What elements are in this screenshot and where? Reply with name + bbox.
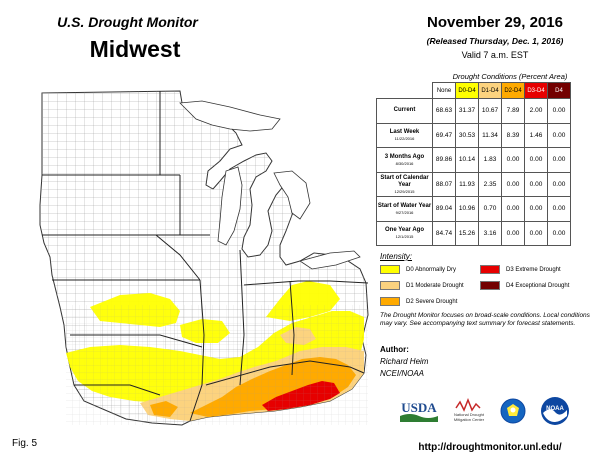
cell: 11.34 [478,122,502,148]
cell: 0.00 [547,171,571,197]
cell: 10.96 [455,196,479,222]
legend-label: D3 Extreme Drought [506,266,561,273]
col-d2-d4: D2-D4 [501,82,525,99]
commerce-seal-icon [500,398,526,424]
cell: 1.46 [524,122,548,148]
cell: 0.00 [547,122,571,148]
legend-item-d2: D2 Severe Drought [380,297,457,306]
cell: 0.00 [547,220,571,246]
cell: 0.00 [524,196,548,222]
author-heading: Author: [380,345,409,354]
ndmc-logo-text: National Drought Mitigation Center [453,412,485,422]
cell: 0.00 [501,196,525,222]
cell: 15.26 [455,220,479,246]
table-row: One Year Ago 12/1/2015 84.74 15.26 3.16 0… [376,220,571,246]
col-d4: D4 [547,82,571,99]
lake-huron [273,170,311,220]
legend-swatch [480,265,500,274]
cell: 2.00 [524,98,548,124]
legend-swatch [380,265,400,274]
legend-swatch [480,281,500,290]
author-block: Richard Heim NCEI/NOAA [380,356,428,380]
valid-time: Valid 7 a.m. EST [461,50,529,60]
cell: 7.89 [501,98,525,124]
legend-swatch [380,281,400,290]
row-label: One Year Ago 12/1/2015 [376,220,433,246]
col-d3-d4: D3-D4 [524,82,548,99]
cell: 2.35 [478,171,502,197]
col-none: None [432,82,456,99]
col-d0-d4: D0-D4 [455,82,479,99]
cell: 68.63 [432,98,456,124]
cell: 89.04 [432,196,456,222]
cell: 3.16 [478,220,502,246]
legend-item-d0: D0 Abnormally Dry [380,265,456,274]
region-title: Midwest [89,36,181,62]
cell: 0.00 [524,220,548,246]
release-note: (Released Thursday, Dec. 1, 2016) [426,36,564,46]
table-row: Start of Water Year 9/27/2016 89.04 10.96… [376,196,571,222]
legend-label: D0 Abnormally Dry [406,266,457,273]
row-label: Start of Calendar Year 12/29/2015 [376,171,433,197]
cell: 10.67 [478,98,502,124]
row-label: Current [376,98,433,124]
noaa-logo: NOAA [541,397,569,425]
lake-michigan [217,166,243,246]
midwest-drought-map [39,90,369,426]
legend-item-d1: D1 Moderate Drought [380,281,464,290]
table-row: Current 68.63 31.37 10.67 7.89 2.00 0.00 [376,98,571,124]
figure-label: Fig. 5 [12,438,38,449]
usda-logo-text: USDA [401,400,437,415]
table-corner [377,83,433,99]
cell: 89.86 [432,147,456,173]
row-label: Last Week 11/22/2016 [376,122,433,148]
cell: 0.00 [547,98,571,124]
table-row: Start of Calendar Year 12/29/2015 88.07 1… [376,171,571,197]
cell: 0.00 [501,220,525,246]
author-org: NCEI/NOAA [380,369,425,378]
ndmc-logo [455,398,481,412]
cell: 0.70 [478,196,502,222]
cell: 88.07 [432,171,456,197]
lake-erie [299,250,361,270]
legend-label: D2 Severe Drought [406,298,458,305]
cell: 0.00 [547,147,571,173]
legend-item-d4: D4 Exceptional Drought [480,281,569,290]
row-label: Start of Water Year 9/27/2016 [376,196,433,222]
report-date: November 29, 2016 [427,14,563,31]
drought-conditions-table: None D0-D4 D1-D4 D2-D4 D3-D4 D4 Current … [376,82,571,246]
cell: 0.00 [524,147,548,173]
usda-logo: USDA [400,400,438,422]
author-name: Richard Heim [380,357,429,366]
disclaimer-note: The Drought Monitor focuses on broad-sca… [380,312,590,327]
table-row: 3 Months Ago 8/30/2016 89.86 10.14 1.83 0… [376,147,571,173]
cell: 30.53 [455,122,479,148]
cell: 0.00 [524,171,548,197]
cell: 0.00 [501,147,525,173]
cell: 0.00 [547,196,571,222]
cell: 11.93 [455,171,479,197]
cell: 0.00 [501,171,525,197]
col-d1-d4: D1-D4 [478,82,502,99]
cell: 10.14 [455,147,479,173]
cell: 1.83 [478,147,502,173]
noaa-logo-text: NOAA [546,406,564,412]
legend-label: D1 Moderate Drought [406,282,464,289]
table-title: Drought Conditions (Percent Area) [452,72,568,81]
state-borders [42,91,369,422]
row-label: 3 Months Ago 8/30/2016 [376,147,433,173]
table-row: Last Week 11/22/2016 69.47 30.53 11.34 8.… [376,122,571,148]
source-url: http://droughtmonitor.unl.edu/ [418,442,562,453]
legend-item-d3: D3 Extreme Drought [480,265,561,274]
lake-superior [179,100,281,132]
small-title: U.S. Drought Monitor [57,14,198,30]
legend-label: D4 Exceptional Drought [506,282,570,289]
cell: 69.47 [432,122,456,148]
cell: 84.74 [432,220,456,246]
cell: 31.37 [455,98,479,124]
legend-swatch [380,297,400,306]
cell: 8.39 [501,122,525,148]
legend-heading: Intensity: [380,252,413,261]
